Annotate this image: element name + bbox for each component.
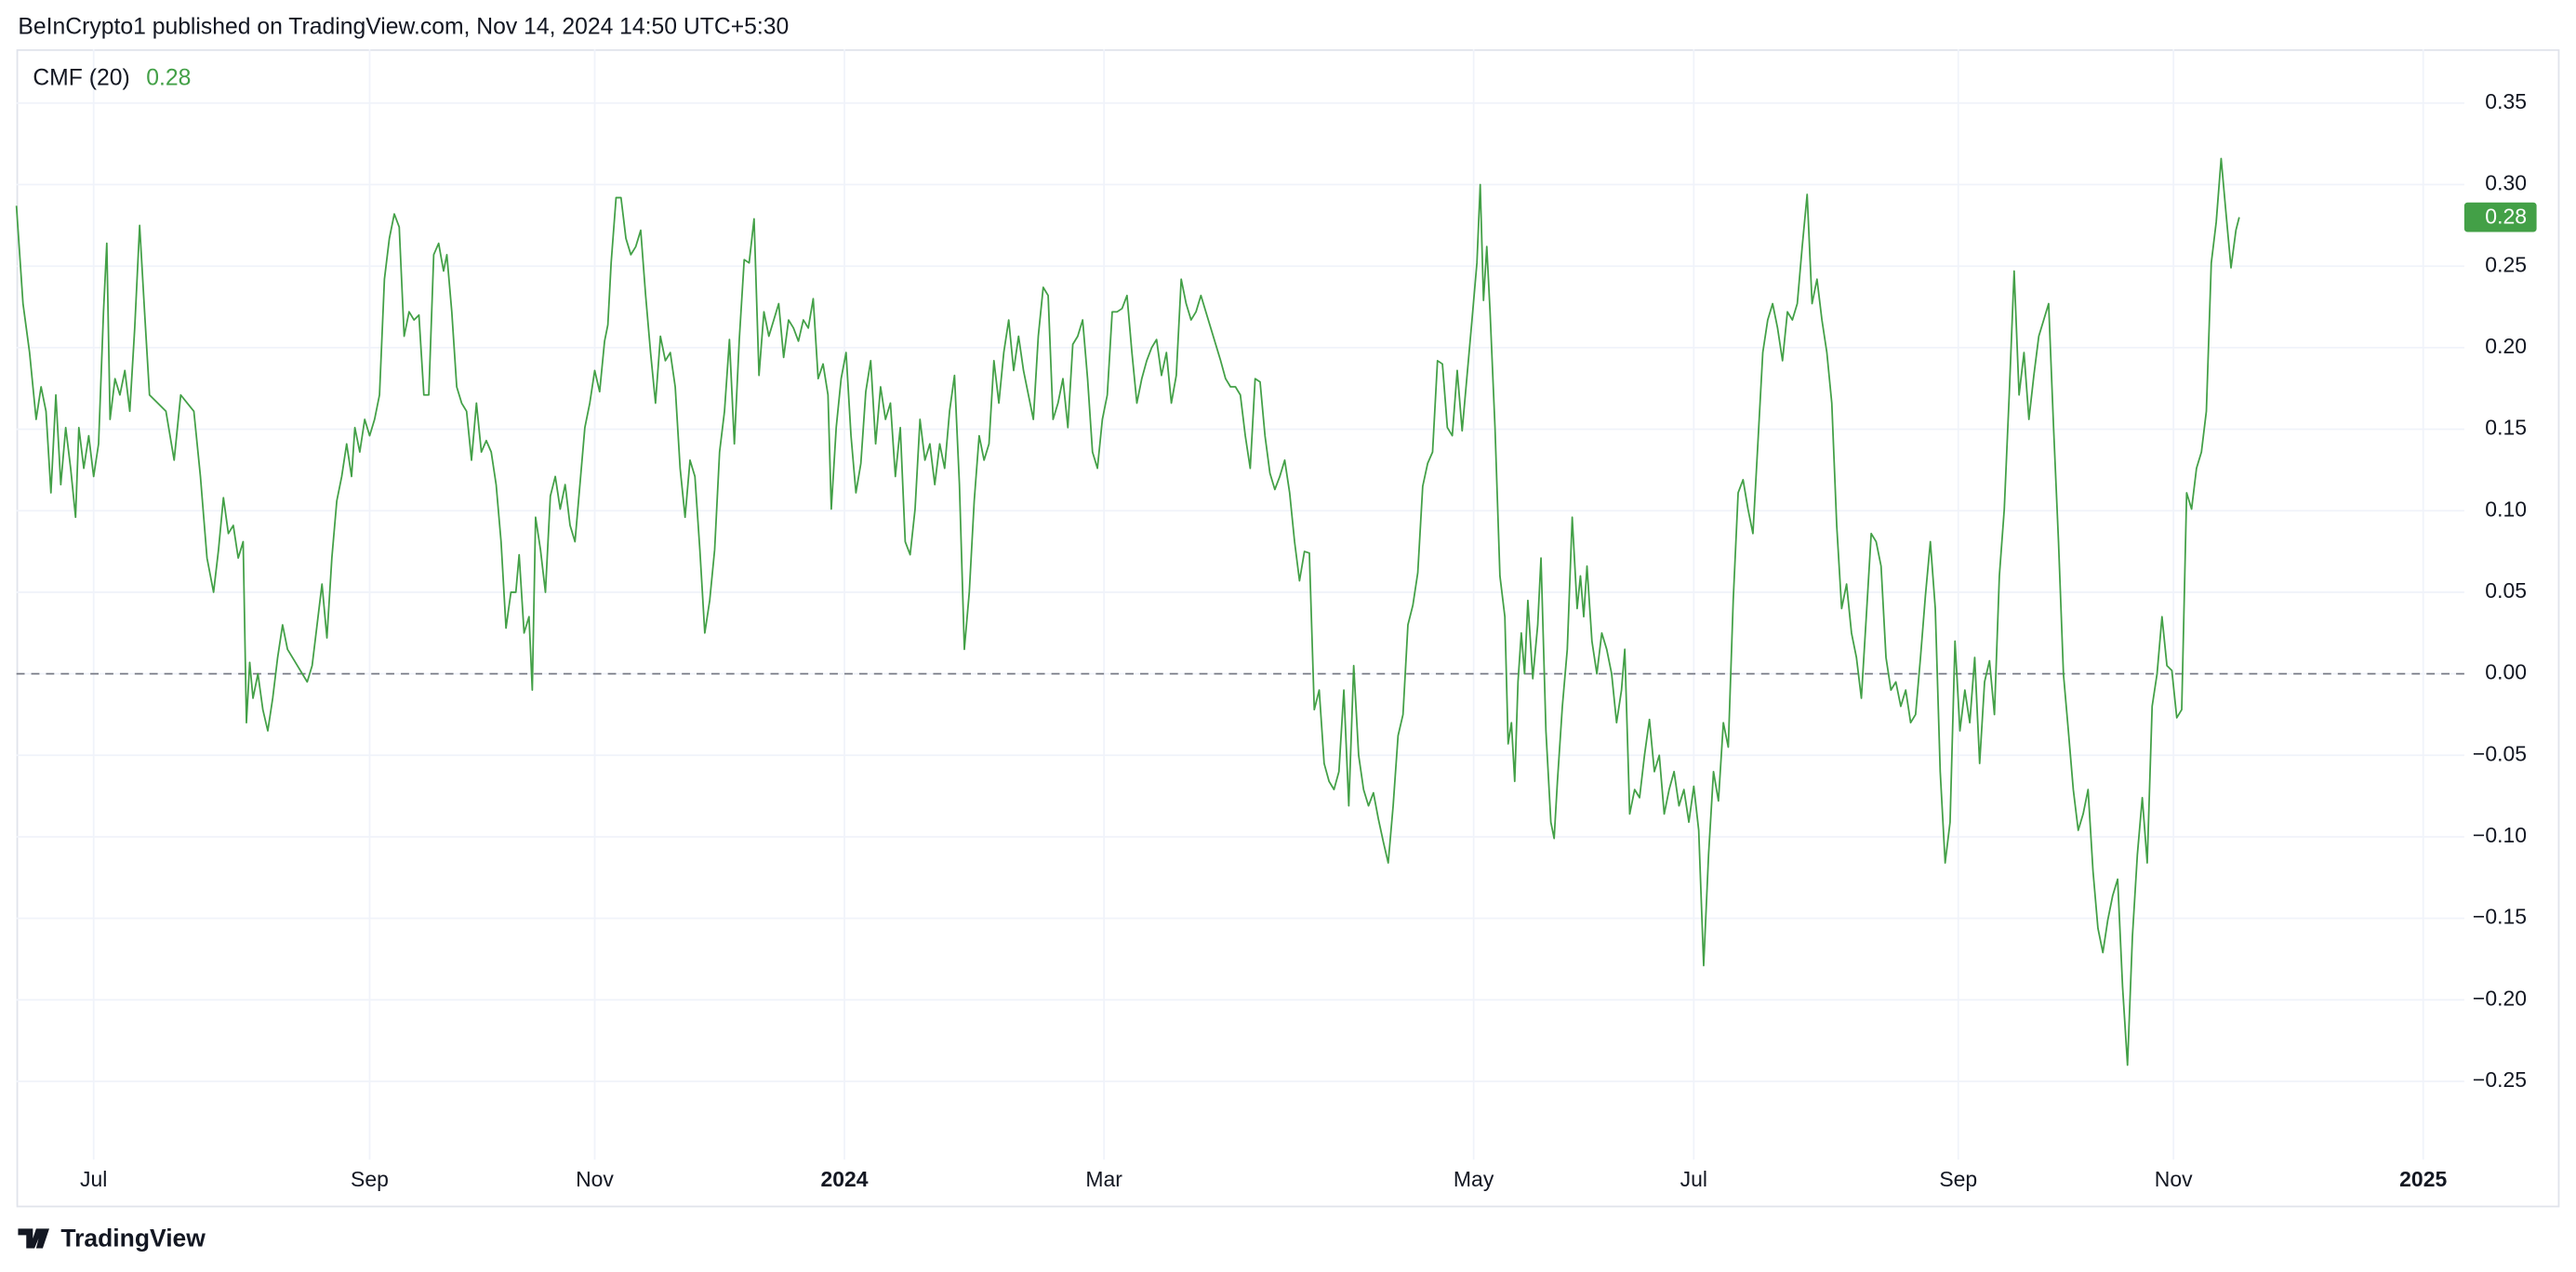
y-tick-label: −0.10 xyxy=(2473,823,2527,847)
y-tick-label: 0.00 xyxy=(2485,660,2527,684)
last-value-badge xyxy=(2463,202,2537,232)
y-tick-label: 0.25 xyxy=(2485,252,2527,276)
y-tick-label: −0.20 xyxy=(2473,986,2527,1010)
grid xyxy=(16,48,2464,1160)
last-value-label: 0.28 xyxy=(2485,205,2527,229)
x-tick-label: 2024 xyxy=(820,1167,868,1191)
plot xyxy=(15,157,2240,1067)
x-tick-label: Sep xyxy=(351,1167,389,1191)
cmf-line xyxy=(15,157,2240,1067)
x-tick-label: May xyxy=(1454,1167,1494,1191)
x-tick-label: Nov xyxy=(2155,1167,2193,1191)
panel-frame xyxy=(16,48,2560,1208)
y-tick-label: 0.05 xyxy=(2485,578,2527,603)
brand: TradingView xyxy=(60,1225,206,1252)
legend-name: CMF (20) xyxy=(33,65,129,90)
x-tick-label: Nov xyxy=(576,1167,614,1191)
axes: 0.35 0.30 0.25 0.20 0.15 0.10 0.05 0.00 −0.05 −0.… xyxy=(80,89,2537,1191)
y-tick-label: 0.30 xyxy=(2485,171,2527,195)
y-tick-label: 0.20 xyxy=(2485,334,2527,358)
y-tick-label: 0.15 xyxy=(2485,416,2527,440)
x-tick-label: Mar xyxy=(1085,1167,1122,1191)
x-tick-label: Jul xyxy=(80,1167,107,1191)
x-tick-label: Sep xyxy=(1939,1167,1977,1191)
y-tick-label: −0.05 xyxy=(2473,741,2527,765)
y-tick-label: 0.10 xyxy=(2485,497,2527,521)
chart-title: BeInCrypto1 published on TradingView.com… xyxy=(18,15,789,40)
y-tick-label: 0.35 xyxy=(2485,89,2527,113)
logo xyxy=(18,1228,49,1249)
logo-mark xyxy=(18,1228,49,1249)
legend-value: 0.28 xyxy=(146,65,191,90)
x-tick-label: Jul xyxy=(1680,1167,1707,1191)
y-tick-label: −0.25 xyxy=(2473,1067,2527,1092)
x-tick-label: 2025 xyxy=(2399,1167,2447,1191)
y-tick-label: −0.15 xyxy=(2473,905,2527,929)
